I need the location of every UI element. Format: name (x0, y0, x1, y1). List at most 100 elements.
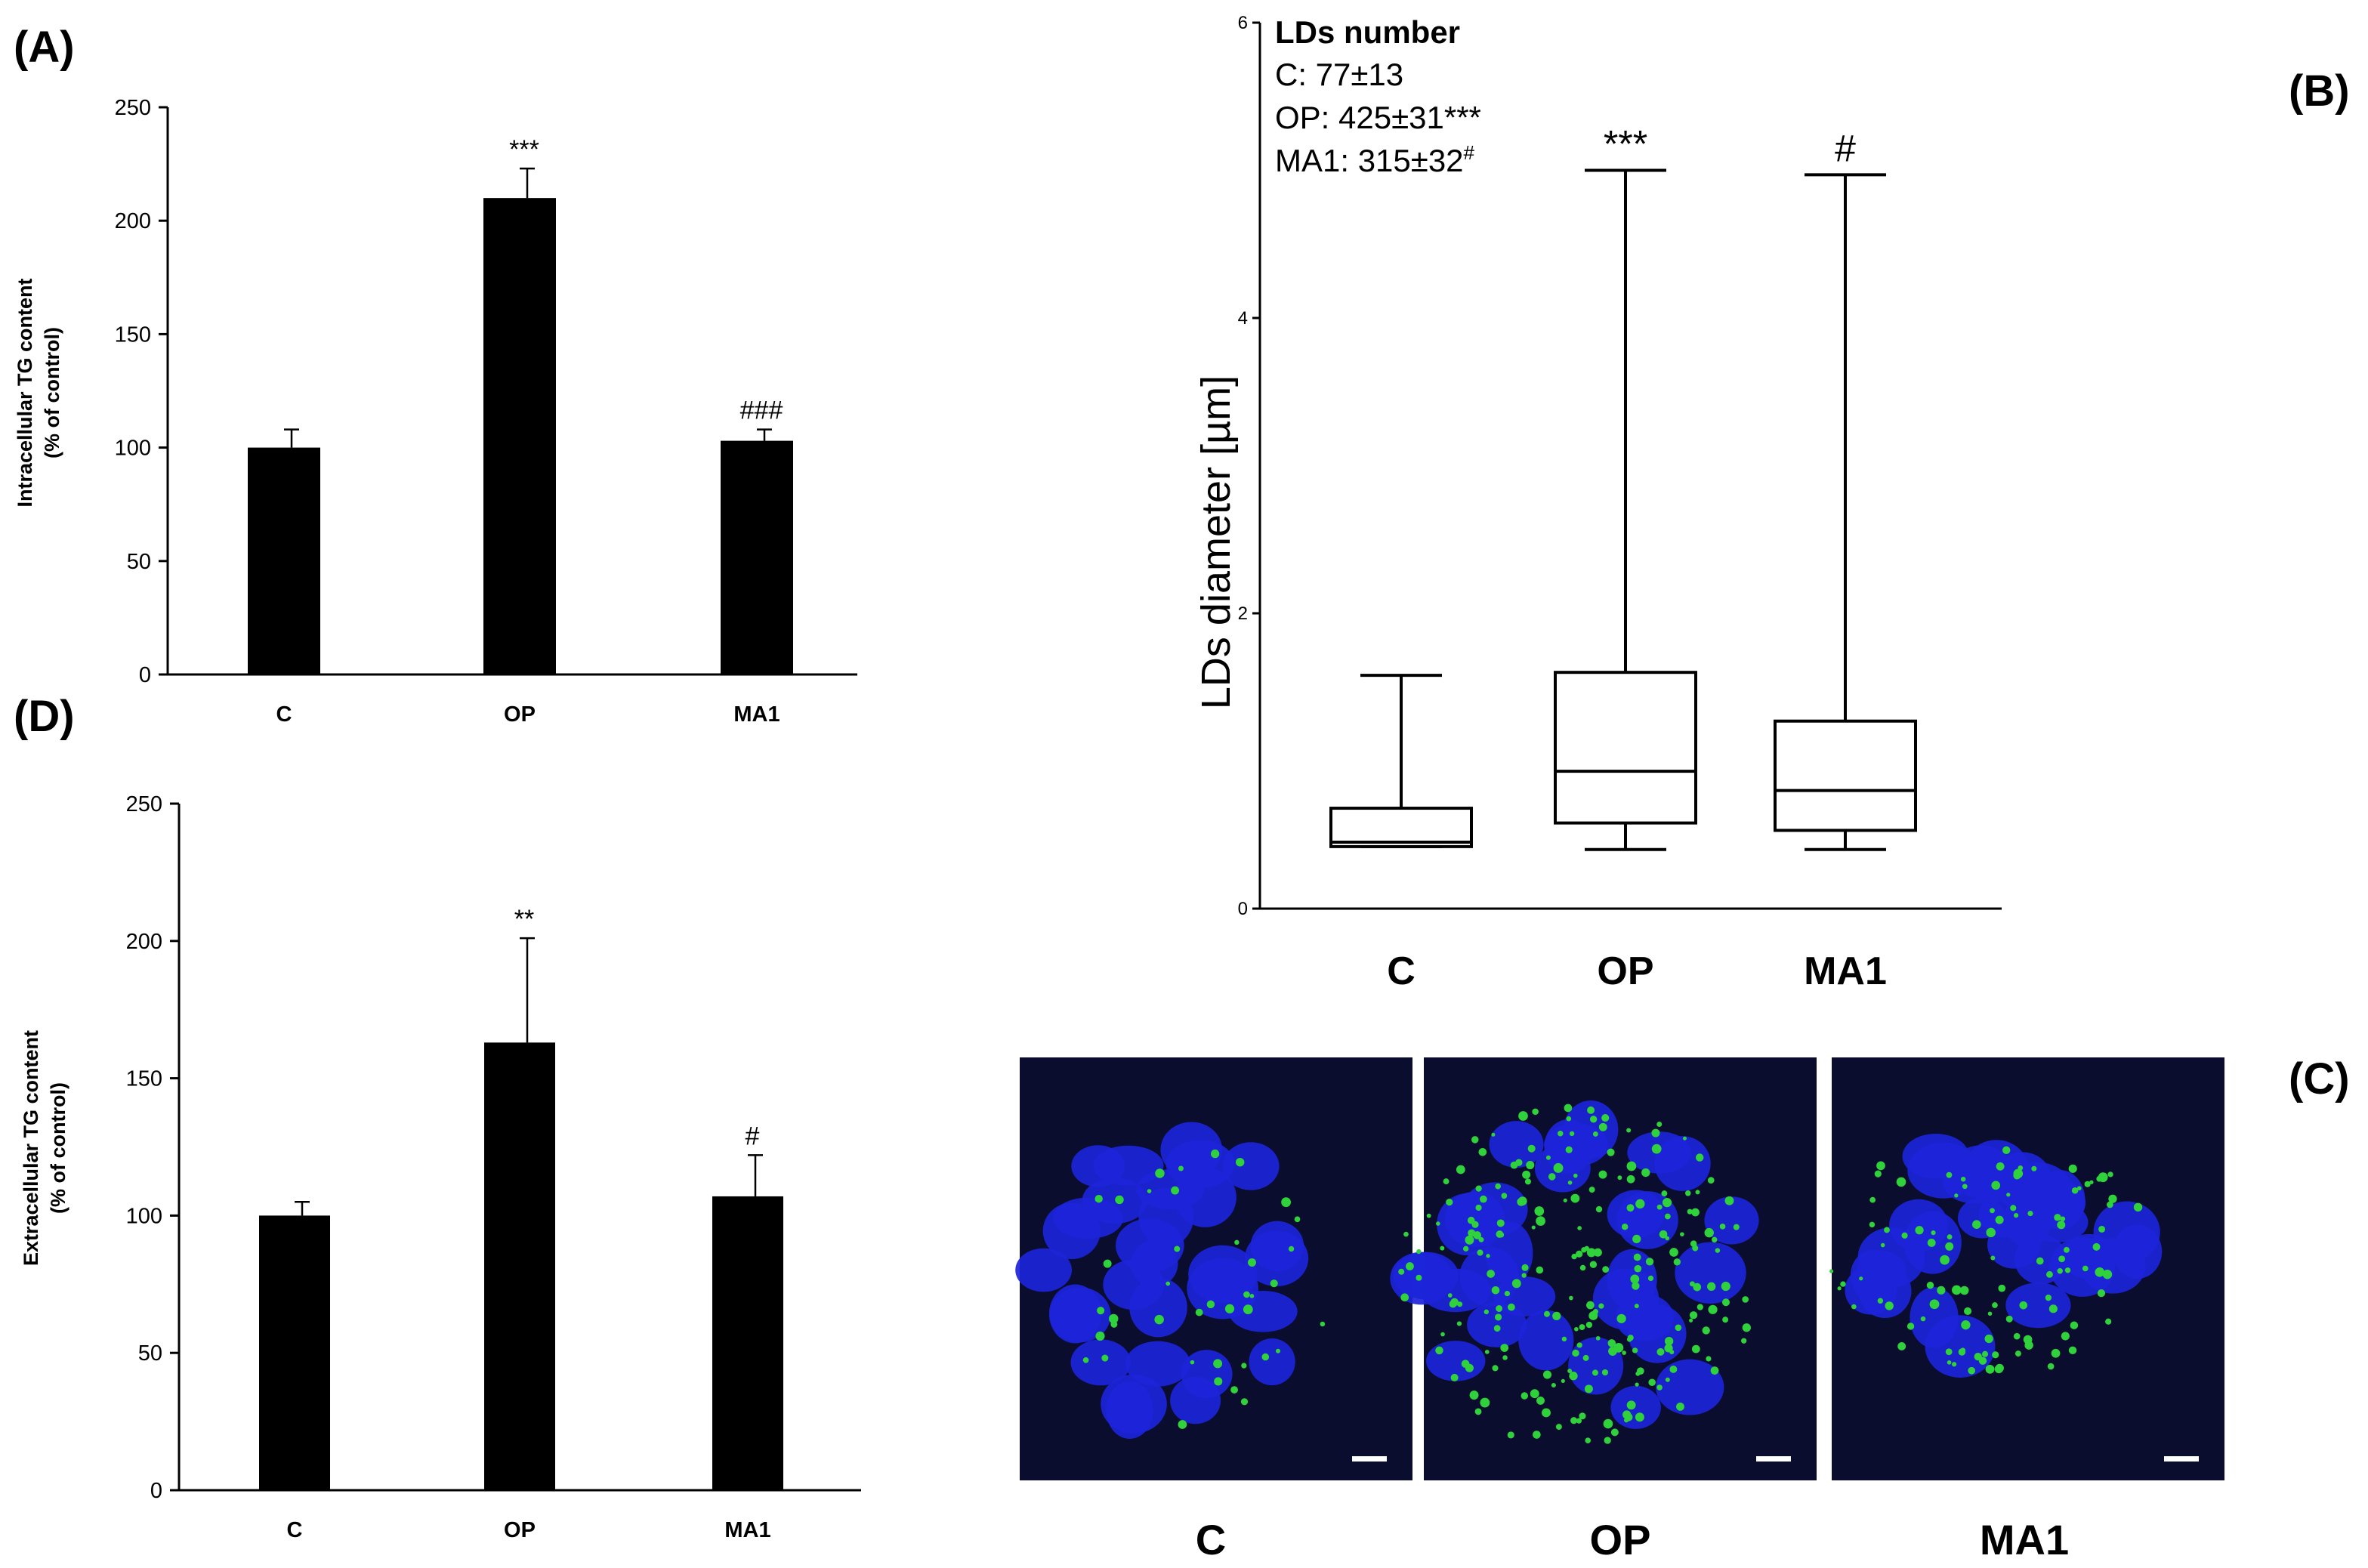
lipid-droplet (1984, 1334, 1993, 1344)
lipid-droplet (1695, 1153, 1704, 1162)
lipid-droplet (1507, 1431, 1514, 1439)
lipid-droplet (1991, 1181, 2001, 1190)
lipid-droplet (1243, 1304, 1253, 1315)
micrograph-label-c: C (1196, 1516, 1226, 1563)
lipid-droplet (1954, 1193, 1959, 1198)
lipid-droplet (1741, 1338, 1747, 1344)
lipid-droplet (1719, 1223, 1726, 1230)
lipid-droplet (1622, 1410, 1632, 1419)
nucleus (1222, 1142, 1280, 1190)
lipid-droplet (1491, 1286, 1500, 1295)
lipid-droplet (1536, 1216, 1545, 1226)
lipid-droplet (1210, 1149, 1220, 1159)
lipid-droplet (1616, 1313, 1626, 1323)
micrograph-op (1390, 1057, 1817, 1480)
lipid-droplet (1542, 1370, 1551, 1379)
lipid-droplet (1569, 1131, 1575, 1137)
lipid-droplet (2105, 1270, 2110, 1275)
lipid-droplet (1518, 1111, 1528, 1121)
lipid-droplet (1635, 1412, 1644, 1422)
lipid-droplet (1837, 1286, 1842, 1291)
lipid-droplet (1931, 1230, 1936, 1236)
lipid-droplet (1585, 1321, 1593, 1329)
lipid-droplet (1742, 1296, 1749, 1303)
nucleus (2005, 1282, 2071, 1329)
lipid-droplet (1480, 1397, 1490, 1408)
lipid-droplet (1450, 1298, 1459, 1307)
panel-b-ytick-label: 0 (1238, 899, 1248, 919)
lipid-droplet (2060, 1216, 2066, 1222)
panelD-ytick-label: 250 (126, 792, 162, 816)
lipid-droplet (2048, 1304, 2058, 1313)
lipid-droplet (1155, 1168, 1165, 1178)
lipid-droplet (1521, 1264, 1529, 1271)
lipid-droplet (1880, 1242, 1885, 1248)
lipid-droplet (1656, 1204, 1663, 1210)
lipid-droplet (2082, 1265, 2089, 1272)
panel-b-significance-ma1: # (1835, 127, 1856, 169)
lipid-droplet (1581, 1247, 1587, 1253)
inset-line-ma1: MA1: 315±32# (1275, 141, 1475, 178)
lipid-droplet (2107, 1171, 2113, 1178)
lipid-droplet (1634, 1304, 1639, 1309)
lipid-droplet (1877, 1162, 1883, 1168)
lipid-droplet (1576, 1418, 1582, 1424)
lipid-droplet (1101, 1354, 1109, 1362)
lipid-droplet (1294, 1216, 1301, 1223)
panelA-xtick-label-op: OP (504, 702, 536, 727)
lipid-droplet (1656, 1384, 1663, 1391)
lipid-droplet (1447, 1293, 1453, 1298)
lipid-droplet (1553, 1162, 1564, 1173)
lipid-droplet (1986, 1227, 1996, 1238)
lipid-droplet (1669, 1350, 1675, 1355)
lipid-droplet (1522, 1170, 1531, 1179)
lipid-droplet (2097, 1289, 2106, 1298)
lipid-droplet (1465, 1363, 1474, 1372)
lipid-droplet (1697, 1304, 1703, 1310)
lipid-droplet (1632, 1282, 1640, 1290)
nucleus (1518, 1310, 1574, 1371)
lipid-droplet (1579, 1324, 1585, 1330)
panel-d-ylabel-line2: (% of control) (47, 1082, 69, 1214)
lipid-droplet (1435, 1346, 1443, 1355)
panelA-bar-ma1 (721, 440, 793, 674)
lipid-droplet (1446, 1199, 1453, 1206)
lipid-droplet (2064, 1246, 2070, 1253)
lipid-droplet (1486, 1254, 1490, 1258)
inset-line-ma1-main: MA1: 315±32 (1275, 143, 1464, 178)
lipid-droplet (1665, 1377, 1670, 1382)
lipid-droplet (2014, 1350, 2021, 1357)
lipid-droplet (1859, 1276, 1863, 1281)
lipid-droplet (1635, 1199, 1645, 1209)
lipid-droplet (1574, 1326, 1579, 1332)
lipid-droplet (2002, 1146, 2011, 1154)
lipid-droplet (1178, 1165, 1184, 1171)
lipid-droplet (1475, 1204, 1482, 1211)
nucleus (1015, 1248, 1073, 1292)
lipid-droplet (1648, 1378, 1656, 1387)
lipid-droplet (2019, 1301, 2028, 1310)
lipid-droplet (1661, 1190, 1668, 1197)
panelD-significance-op: ** (514, 905, 534, 934)
panelA-ytick-label: 0 (139, 663, 151, 687)
panel-label-c: (C) (2289, 1054, 2350, 1103)
lipid-droplet (1607, 1148, 1615, 1156)
panel-b-xtick-label-c: C (1387, 949, 1416, 993)
panel-b-box-op (1554, 671, 1697, 825)
lipid-droplet (1440, 1332, 1445, 1337)
lipid-droplet (1467, 1216, 1475, 1224)
lipid-droplet (1230, 1386, 1238, 1394)
lipid-droplet (1704, 1227, 1714, 1238)
lipid-droplet (1595, 1335, 1601, 1341)
lipid-droplet (1109, 1313, 1119, 1324)
lipid-droplet (2061, 1332, 2070, 1341)
lipid-droplet (1213, 1359, 1223, 1369)
lipid-droplet (1946, 1171, 1953, 1178)
lipid-droplet (1545, 1155, 1551, 1160)
lipid-droplet (1320, 1321, 1326, 1327)
lipid-droplet (1742, 1323, 1751, 1332)
panelA-ytick-label: 150 (115, 323, 151, 347)
nucleus (1592, 1268, 1659, 1330)
lipid-droplet (1644, 1169, 1649, 1174)
lipid-droplet (2046, 1270, 2053, 1278)
